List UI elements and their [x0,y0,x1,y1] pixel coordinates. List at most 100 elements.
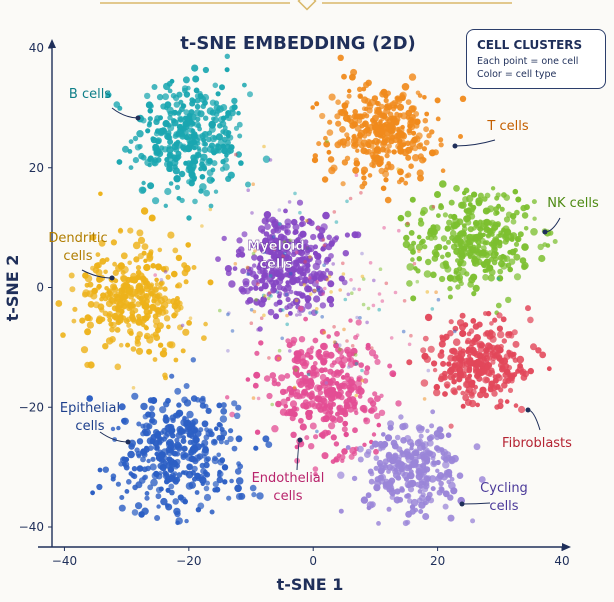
cell-point [158,471,163,476]
cell-point [283,251,287,256]
cell-point [261,272,268,279]
cell-point [245,181,251,188]
cell-point [322,415,330,423]
cell-point [273,301,279,307]
cell-point [466,194,474,203]
cell-point [450,387,458,395]
legend-box: CELL CLUSTERS Each point = one cell Colo… [466,29,606,89]
cell-point [178,170,186,178]
cell-point [458,201,465,209]
cell-point [186,179,192,185]
x-tick-label: −40 [52,554,77,568]
cell-point [395,457,402,463]
cell-point [420,347,427,354]
cell-point [403,234,410,242]
cell-point [215,143,220,148]
cell-point [116,425,121,431]
cell-point [434,290,438,295]
cell-point [160,497,168,506]
cell-point [403,180,409,186]
cell-point [201,141,207,147]
cell-point [433,224,441,232]
cell-point [308,311,312,315]
cell-point [469,246,477,254]
cell-point [377,121,384,127]
cell-point [199,174,206,180]
cell-point [218,116,226,124]
cell-point [263,231,270,237]
cell-point [305,246,310,250]
y-axis-arrow [48,39,56,48]
cell-point [290,336,298,344]
cell-point [319,273,325,279]
cell-point [203,115,209,121]
cell-point [409,446,414,451]
cell-point [285,338,291,344]
cell-point [378,128,386,136]
cell-point [303,380,311,388]
cell-point [150,397,158,404]
cell-point [168,181,174,186]
cell-point [271,425,279,433]
cell-point [435,243,443,251]
cell-point [159,278,164,282]
cell-point [229,411,236,418]
cell-point [326,234,333,241]
cell-point [283,208,288,214]
cluster-label-6: Fibroblasts [502,407,572,451]
cell-point [301,362,309,370]
cell-point [183,279,189,285]
cell-point [355,319,362,326]
cell-point [287,200,292,204]
cell-point [219,415,228,423]
cell-point [205,158,213,166]
transition-points [131,139,501,434]
cell-point [321,176,329,183]
cell-point [520,374,528,381]
cell-point [148,405,155,412]
cluster-label-1: B cells [69,87,141,121]
cell-point [126,322,132,328]
cell-point [416,256,422,262]
cell-point [272,237,279,244]
cell-point [90,265,96,271]
cell-point [319,112,326,120]
cell-point [471,191,478,198]
cell-point [352,117,359,123]
cell-point [467,281,474,288]
cell-point [406,481,413,488]
cell-point [143,324,148,329]
cell-point [95,252,101,257]
cell-point [162,286,168,292]
cell-point [182,328,190,336]
cell-point [288,392,294,398]
cell-point [371,95,379,102]
cell-point [453,185,460,192]
cell-point [492,245,497,250]
cell-point [248,266,254,272]
cell-point [445,251,451,258]
cell-point [86,321,94,329]
cell-point [411,450,417,456]
label-leader-dot [125,439,131,445]
cell-point [447,330,454,337]
cell-point [180,103,187,109]
cell-point [322,243,327,248]
cell-point [172,164,178,170]
cell-point [146,458,151,464]
cell-point [212,481,219,488]
cell-point [122,145,129,153]
cell-point [439,180,447,188]
cluster-7 [225,305,402,477]
cell-point [347,358,352,363]
cell-point [182,87,188,94]
cell-point [226,495,232,501]
cell-point [447,294,453,300]
cell-point [135,318,143,326]
cell-point [139,449,148,457]
cell-point [345,199,349,204]
cell-point [431,360,438,367]
cell-point [467,208,475,216]
cell-point [346,93,352,99]
